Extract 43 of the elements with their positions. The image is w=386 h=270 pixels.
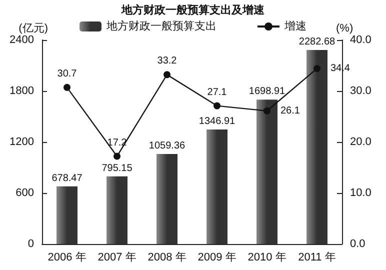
bar bbox=[106, 176, 128, 244]
bar bbox=[56, 186, 78, 244]
chart-title: 地方财政一般预算支出及增速 bbox=[120, 4, 266, 16]
y2-axis-title: (%) bbox=[336, 22, 354, 34]
data-label: 33.2 bbox=[157, 56, 178, 67]
legend-label: 地方财政一般预算支出 bbox=[106, 20, 216, 32]
y2-tick-label: 0.0 bbox=[350, 238, 366, 250]
y-tick-label: 600 bbox=[16, 187, 34, 199]
y2-tick-label: 10.0 bbox=[350, 187, 372, 199]
point bbox=[164, 71, 170, 78]
y-tick-label: 1200 bbox=[10, 136, 34, 148]
point bbox=[264, 107, 270, 114]
x-tick-label: 2006 年 bbox=[48, 252, 86, 264]
legend-label: 增速 bbox=[284, 20, 306, 32]
point bbox=[114, 152, 120, 160]
y-tick-label: 0 bbox=[28, 238, 34, 250]
y-tick-label: 1800 bbox=[10, 85, 34, 97]
x-tick-label: 2010 年 bbox=[248, 252, 286, 264]
data-label: 30.7 bbox=[57, 68, 78, 80]
data-label: 795.15 bbox=[102, 162, 133, 174]
x-tick-label: 2007 年 bbox=[98, 252, 136, 264]
data-label: 2282.68 bbox=[298, 36, 336, 48]
y2-tick-label: 30.0 bbox=[350, 85, 372, 97]
x-tick-label: 2011 年 bbox=[298, 252, 336, 264]
x-tick-label: 2009 年 bbox=[198, 252, 236, 264]
point bbox=[64, 84, 70, 91]
data-label: 1698.91 bbox=[248, 86, 286, 98]
point bbox=[214, 102, 220, 110]
y2-tick-label: 40.0 bbox=[350, 34, 372, 46]
point bbox=[314, 65, 320, 72]
bar bbox=[156, 154, 178, 244]
x-tick-label: 2008 年 bbox=[148, 252, 186, 264]
y2-tick-label: 20.0 bbox=[350, 136, 372, 148]
bar bbox=[206, 130, 228, 244]
data-label: 26.1 bbox=[280, 105, 300, 116]
data-label: 27.1 bbox=[207, 86, 228, 98]
data-label: 1059.36 bbox=[148, 140, 186, 152]
bar bbox=[256, 100, 278, 244]
y-axis-title: (亿元) bbox=[18, 22, 48, 34]
data-label: 1346.91 bbox=[198, 116, 236, 128]
y-tick-label: 2400 bbox=[10, 34, 34, 46]
bar bbox=[306, 50, 328, 244]
data-label: 678.47 bbox=[52, 172, 83, 184]
